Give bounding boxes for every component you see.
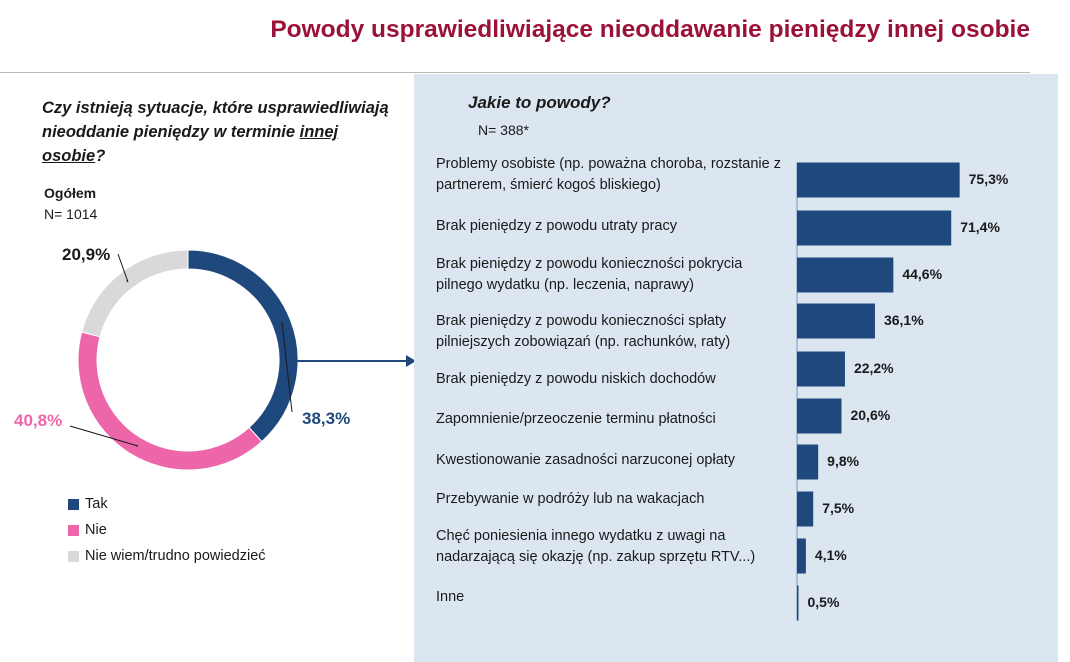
reasons-question: Jakie to powody? [468,93,611,112]
bar-value-label: 44,6% [902,266,943,282]
donut-value-label: 40,8% [14,411,63,430]
bar-value-label: 20,6% [850,407,891,423]
legend-item: Nie [68,517,266,543]
bar-value-label: 71,4% [960,219,1000,235]
legend-swatch [68,498,79,510]
reasons-n: N= 388* [478,122,529,138]
bar [797,351,845,387]
bar-category-label: Problemy osobiste (np. poważna choroba, … [436,156,781,193]
donut-slice [187,249,299,443]
legend-swatch [68,550,79,562]
bar-category-label: Brak pieniędzy z powodu konieczności spł… [436,313,731,350]
bar-category-label: Inne [436,589,465,605]
bar-value-label: 22,2% [853,360,894,376]
donut-leader-line [117,253,129,283]
page-title: Powody usprawiedliwiające nieoddawanie p… [270,16,1030,43]
bar-category-label: Brak pieniędzy z powodu utraty pracy [436,218,677,234]
bar-value-label: 9,8% [827,453,860,469]
donut-slice [77,331,263,471]
left-question: Czy istnieją sytuacje, które usprawiedli… [42,96,402,168]
bar [797,398,842,434]
bar [797,303,875,339]
overall-label: Ogółem [44,185,97,201]
bar-category-label: Brak pieniędzy z powodu konieczności pok… [436,256,743,293]
bar-value-label: 36,1% [883,312,924,328]
bar-value-label: 75,3% [968,171,1009,187]
bar [797,257,894,293]
title-divider [0,72,1030,73]
bar-category-label: Chęć poniesienia innego wydatku z uwagi … [436,528,756,565]
legend-label: Nie wiem/trudno powiedzieć [85,548,266,564]
donut-legend: Tak Nie Nie wiem/trudno powiedzieć [68,491,266,569]
reasons-panel: Jakie to powody? N= 388* 75,3% Problemy o… [414,74,1058,662]
reasons-bar-chart [796,162,960,621]
bar [797,491,814,527]
legend-swatch [68,524,79,536]
bar [797,444,819,480]
question-end: ? [95,147,106,165]
overall-n: N= 1014 [44,206,98,222]
bar [797,162,960,198]
bar-category-label: Zapomnienie/przeoczenie terminu płatnośc… [436,411,716,427]
donut-leader-line [69,425,139,447]
legend-item: Nie wiem/trudno powiedzieć [68,543,266,569]
donut-value-label: 20,9% [62,245,111,264]
bar-category-label: Kwestionowanie zasadności narzuconej opł… [436,452,736,468]
donut-leader-line [281,321,293,413]
donut-value-label: 38,3% [302,409,351,428]
bar [797,538,806,574]
bar [797,585,799,621]
connector-arrow [296,355,416,367]
bar-category-label: Przebywanie w podróży lub na wakacjach [436,491,705,507]
bar-value-label: 4,1% [814,547,847,563]
legend-item: Tak [68,491,266,517]
donut-slice [81,249,189,338]
bar-value-label: 7,5% [822,500,855,516]
donut-chart [69,249,299,471]
bar-value-label: 0,5% [807,594,840,610]
bar-category-label: Brak pieniędzy z powodu niskich dochodów [436,371,716,387]
legend-label: Nie [85,522,107,538]
legend-label: Tak [85,496,108,512]
bar [797,210,952,246]
question-underlined-text: innej osobie [42,123,339,165]
question-text: Czy istnieją sytuacje, które usprawiedli… [42,99,389,141]
